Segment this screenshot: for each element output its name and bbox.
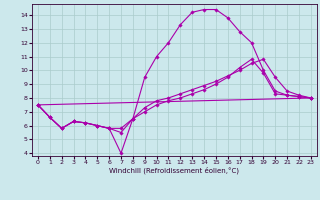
X-axis label: Windchill (Refroidissement éolien,°C): Windchill (Refroidissement éolien,°C): [109, 167, 239, 174]
